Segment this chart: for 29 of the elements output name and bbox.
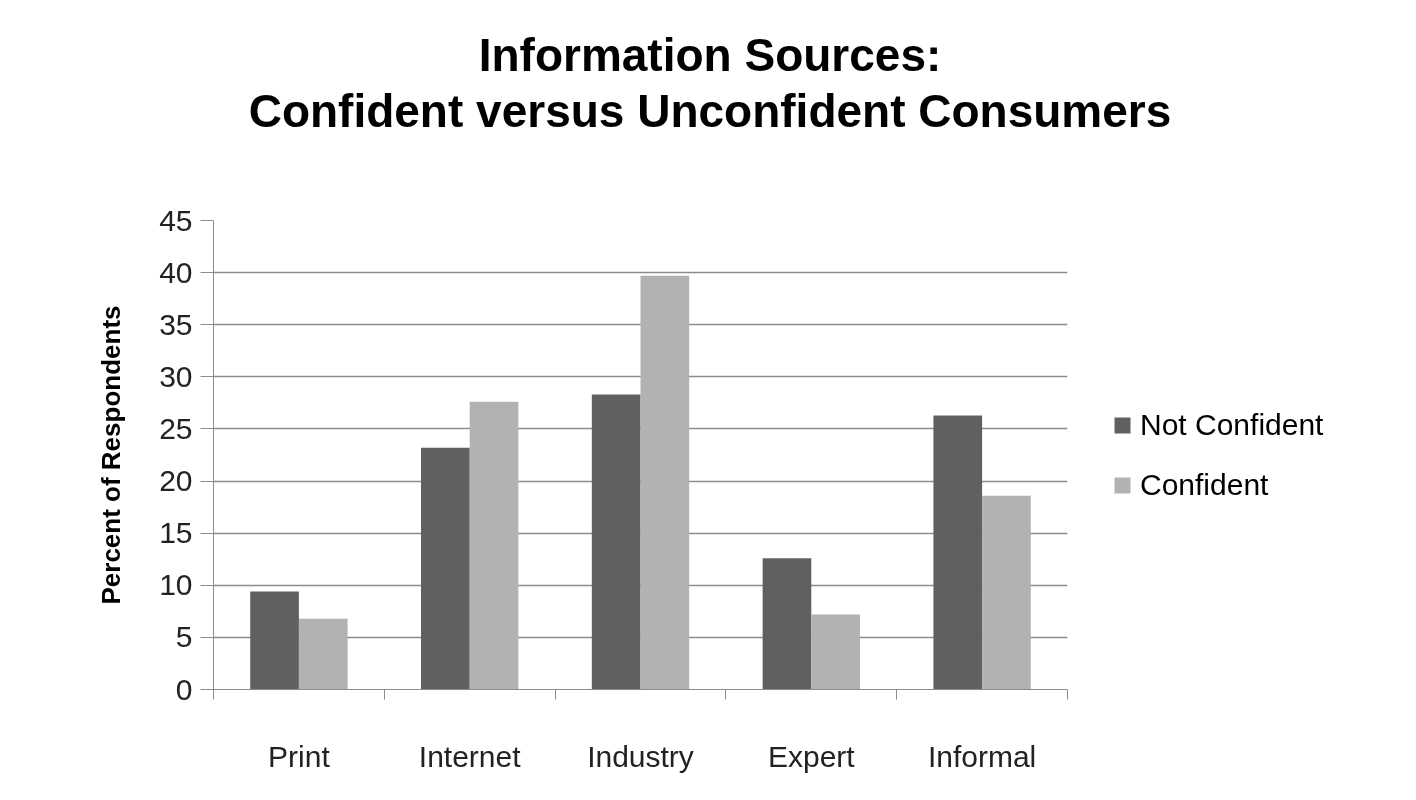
bar (640, 275, 690, 690)
y-tick-label: 35 (159, 307, 193, 341)
x-tick-label: Informal (927, 739, 1037, 773)
y-tick-label: 25 (159, 411, 193, 445)
y-tick-label: 45 (159, 203, 193, 237)
y-tick-label: 10 (159, 568, 193, 602)
bar (469, 401, 519, 690)
bar (591, 394, 641, 690)
bar (421, 447, 470, 690)
bar (811, 614, 860, 690)
bar (298, 618, 348, 690)
bar (933, 415, 983, 690)
bar (762, 558, 812, 690)
y-tick-label: 30 (159, 359, 193, 393)
legend-label: Confident (1140, 467, 1269, 502)
x-tick-label: Internet (418, 739, 522, 773)
y-tick-label: 0 (175, 672, 193, 706)
x-tick-label: Print (268, 739, 331, 773)
chart-title: Information Sources: Confident versus Unconfident Consumers (248, 28, 1172, 140)
x-tick-label: Industry (587, 739, 694, 773)
y-tick-label: 15 (159, 516, 193, 550)
x-tick-label: Expert (767, 739, 856, 773)
bar (250, 591, 299, 690)
y-tick-label: 20 (159, 464, 193, 498)
legend-label: Not Confident (1140, 407, 1324, 442)
y-tick-label: 5 (175, 620, 193, 654)
bar (982, 495, 1031, 690)
y-axis-title: Percent of Respondents (96, 305, 127, 605)
y-tick-label: 40 (159, 255, 193, 289)
